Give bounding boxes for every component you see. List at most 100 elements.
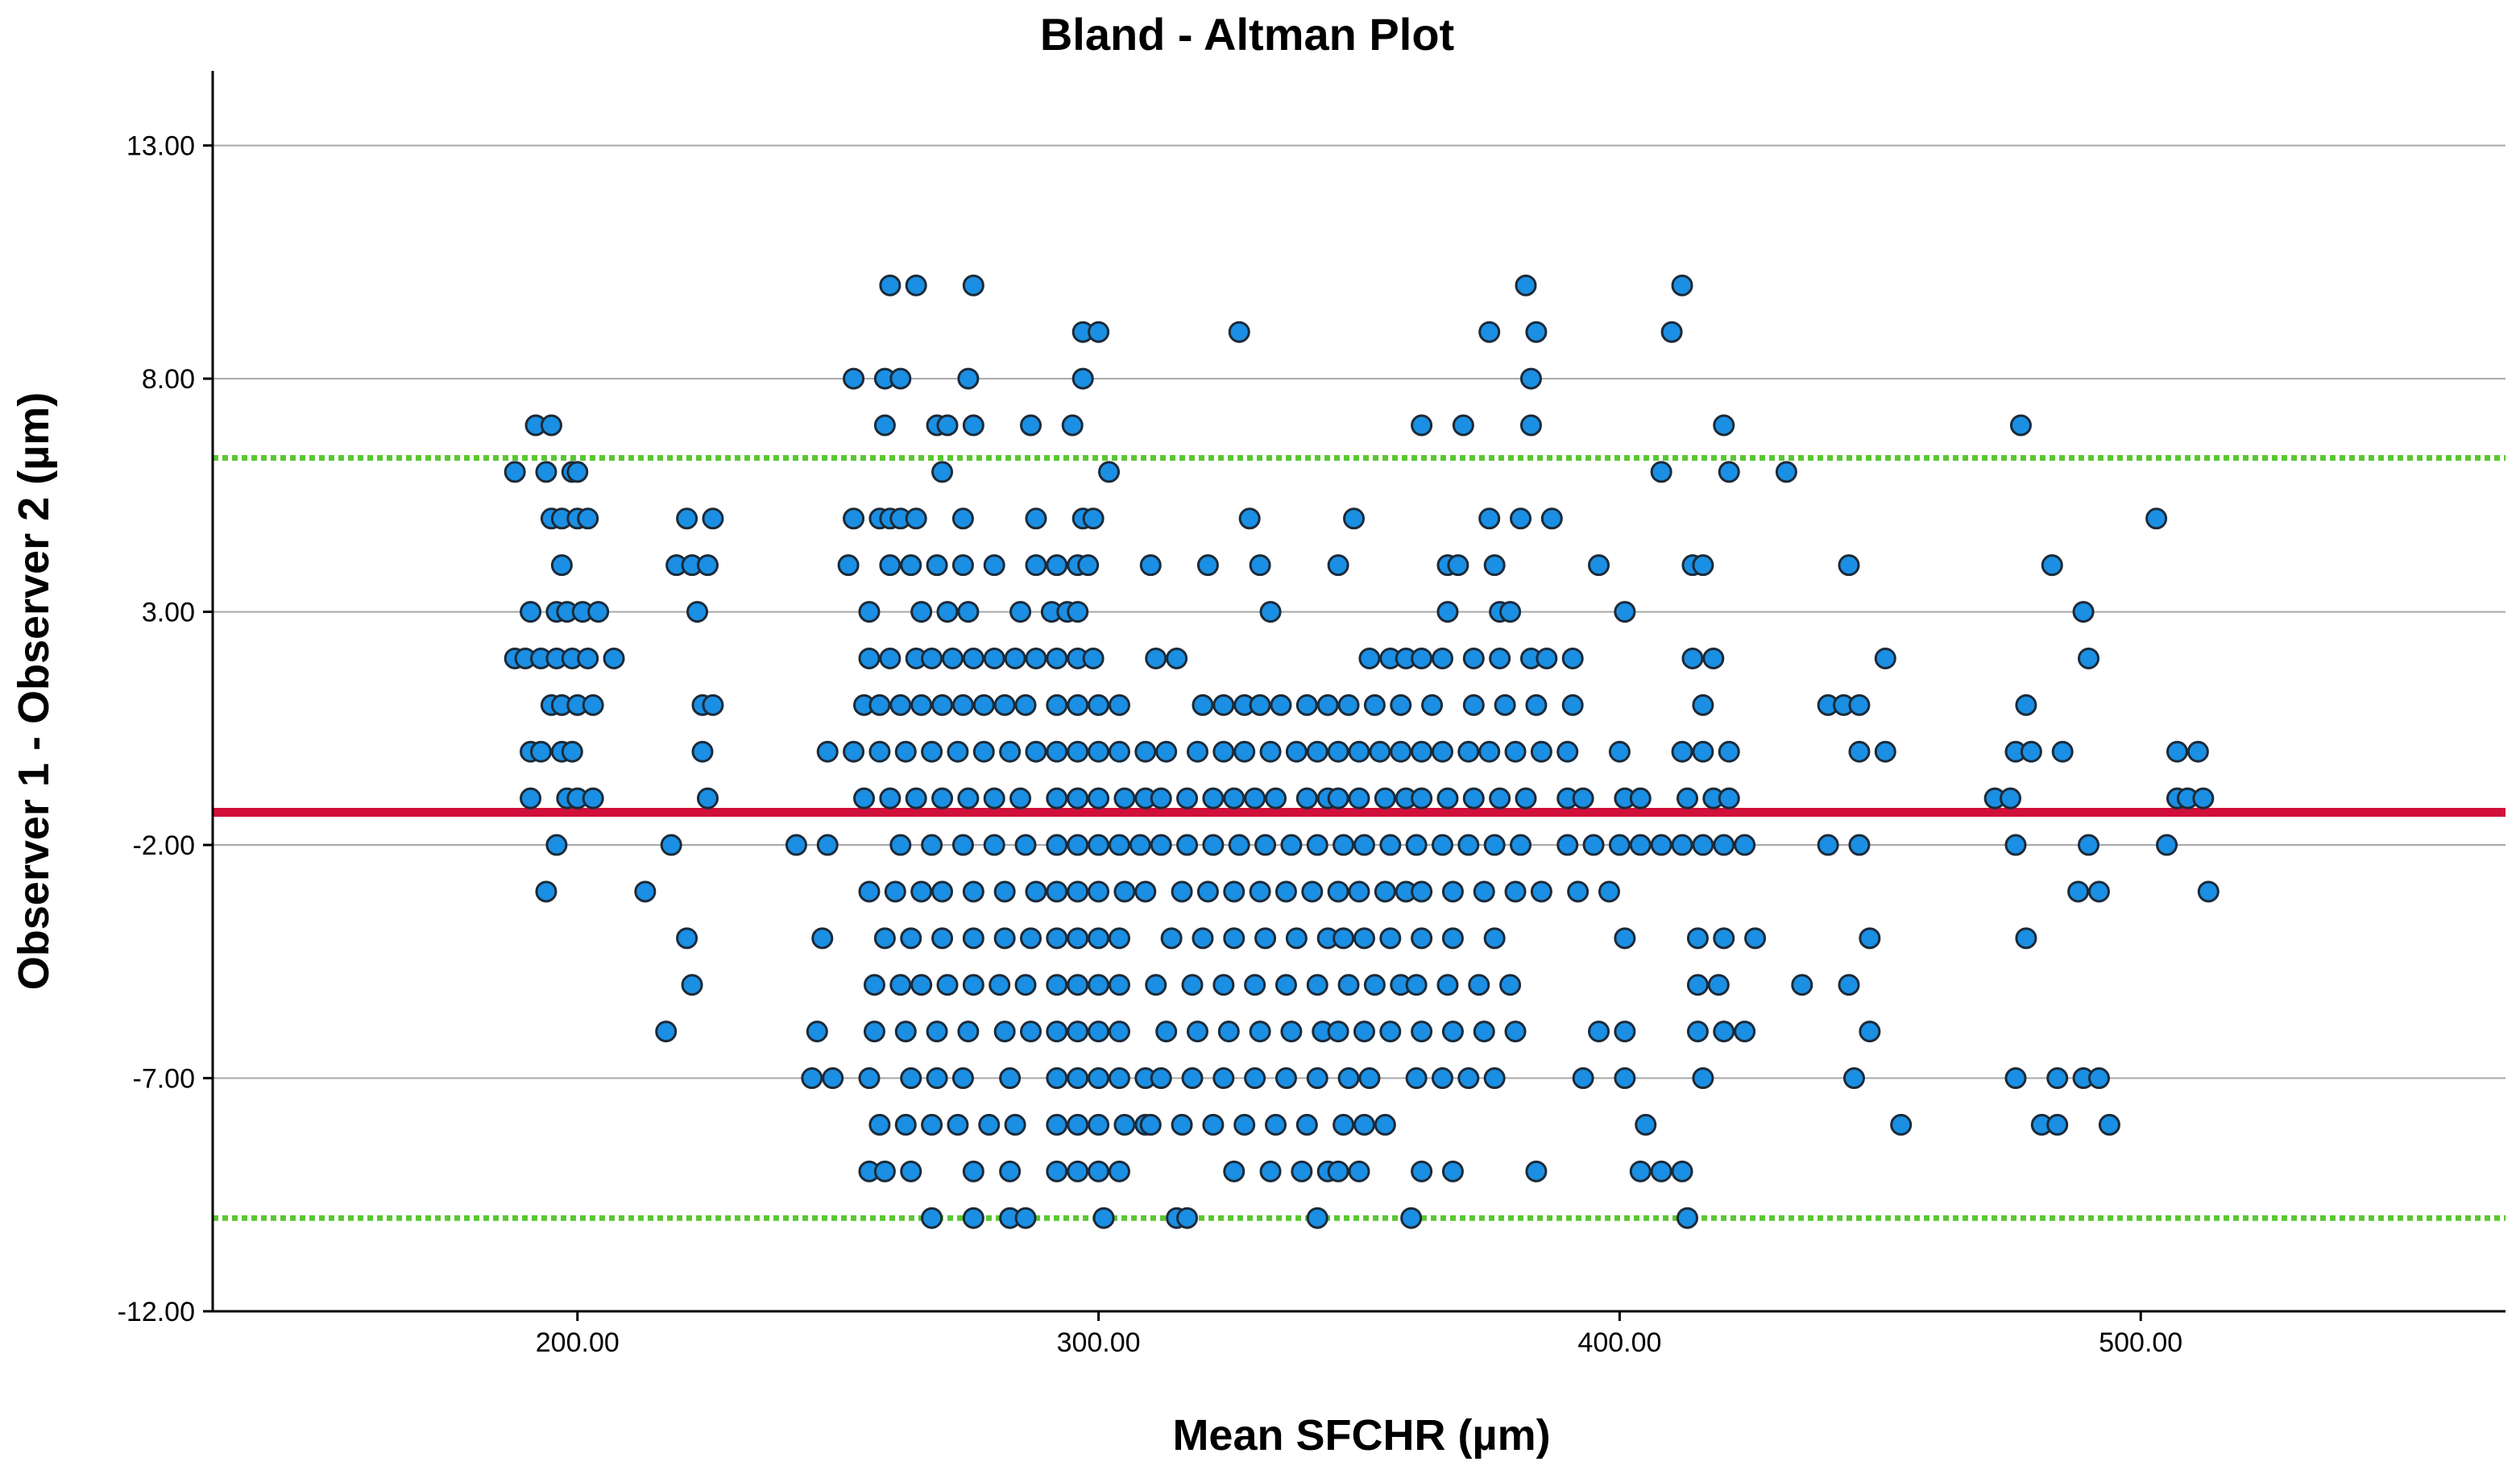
data-point: [2197, 880, 2220, 903]
data-point: [2009, 414, 2032, 437]
data-point: [1088, 927, 1110, 950]
data-point: [1275, 974, 1297, 996]
data-point: [926, 1021, 948, 1043]
data-point: [1582, 834, 1605, 856]
data-point: [1280, 1021, 1303, 1043]
data-point: [1519, 367, 1542, 390]
data-point: [947, 740, 969, 763]
x-axis-label: Mean SFCHR (µm): [1172, 1411, 1550, 1460]
data-point: [843, 367, 865, 390]
data-point: [910, 601, 933, 623]
data-point: [1614, 601, 1636, 623]
data-point: [993, 694, 1016, 716]
data-point: [1635, 1113, 1657, 1136]
data-point: [983, 554, 1005, 577]
data-point: [1270, 694, 1292, 716]
data-point: [1150, 834, 1172, 856]
data-point: [1519, 414, 1542, 437]
data-point: [1306, 974, 1328, 996]
data-point: [1181, 974, 1204, 996]
data-point: [1046, 1113, 1068, 1136]
data-point: [1176, 834, 1199, 856]
data-point: [843, 507, 865, 530]
data-point: [566, 461, 589, 483]
data-point: [1530, 880, 1552, 903]
data-point: [681, 974, 703, 996]
data-point: [1088, 321, 1110, 343]
y-tick-label: 3.00: [142, 598, 195, 628]
data-point: [1436, 787, 1459, 809]
data-point: [1108, 1160, 1130, 1182]
data-point: [1009, 601, 1032, 623]
data-point: [1707, 974, 1730, 996]
data-point: [931, 927, 954, 950]
data-point: [1441, 1160, 1464, 1182]
data-point: [1150, 1067, 1172, 1090]
data-point: [983, 647, 1005, 669]
data-point: [1598, 880, 1620, 903]
data-point: [1572, 1067, 1594, 1090]
data-point: [1692, 694, 1714, 716]
data-point: [1671, 834, 1693, 856]
y-tick-label: -12.00: [118, 1297, 195, 1327]
data-point: [1462, 787, 1485, 809]
data-point: [1082, 507, 1105, 530]
data-point: [1713, 834, 1735, 856]
data-point: [1457, 740, 1480, 763]
data-point: [1155, 1021, 1178, 1043]
data-point: [989, 974, 1011, 996]
data-point: [1692, 834, 1714, 856]
data-point: [1504, 880, 1527, 903]
data-point: [1134, 740, 1157, 763]
data-point: [2087, 1067, 2110, 1090]
data-point: [1181, 1067, 1204, 1090]
data-point: [696, 787, 719, 809]
data-point: [1113, 1113, 1136, 1136]
data-point: [1295, 787, 1318, 809]
data-point: [1390, 694, 1412, 716]
data-point: [1176, 787, 1199, 809]
data-point: [1489, 787, 1511, 809]
data-point: [1238, 507, 1261, 530]
data-point: [1014, 694, 1037, 716]
data-point: [900, 1067, 922, 1090]
data-point: [1244, 974, 1266, 996]
data-point: [811, 927, 834, 950]
data-point: [1478, 321, 1501, 343]
data-point: [1608, 740, 1631, 763]
data-point: [1890, 1113, 1913, 1136]
data-point: [1436, 974, 1459, 996]
data-point: [1327, 740, 1349, 763]
data-point: [858, 880, 881, 903]
data-point: [879, 554, 901, 577]
data-point: [582, 787, 604, 809]
data-point: [1139, 1113, 1162, 1136]
data-point: [1280, 834, 1303, 856]
data-point: [1108, 1067, 1130, 1090]
data-point: [1337, 974, 1360, 996]
data-point: [1561, 694, 1584, 716]
data-point: [1025, 554, 1047, 577]
data-point: [1067, 740, 1089, 763]
data-point: [999, 1067, 1022, 1090]
data-point: [686, 601, 709, 623]
data-point: [1540, 507, 1563, 530]
data-point: [1608, 834, 1631, 856]
data-point: [1046, 740, 1068, 763]
data-point: [1134, 880, 1157, 903]
data-point: [999, 740, 1022, 763]
data-point: [1499, 601, 1522, 623]
data-point: [504, 461, 526, 483]
data-point: [1671, 274, 1693, 296]
data-point: [1108, 974, 1130, 996]
data-point: [1108, 1021, 1130, 1043]
data-point: [1025, 740, 1047, 763]
data-point: [655, 1021, 678, 1043]
data-point: [1343, 507, 1366, 530]
data-point: [921, 1113, 943, 1136]
data-point: [1629, 787, 1652, 809]
data-point: [577, 507, 599, 530]
data-point: [1374, 787, 1396, 809]
data-point: [1489, 647, 1511, 669]
data-point: [2015, 927, 2037, 950]
